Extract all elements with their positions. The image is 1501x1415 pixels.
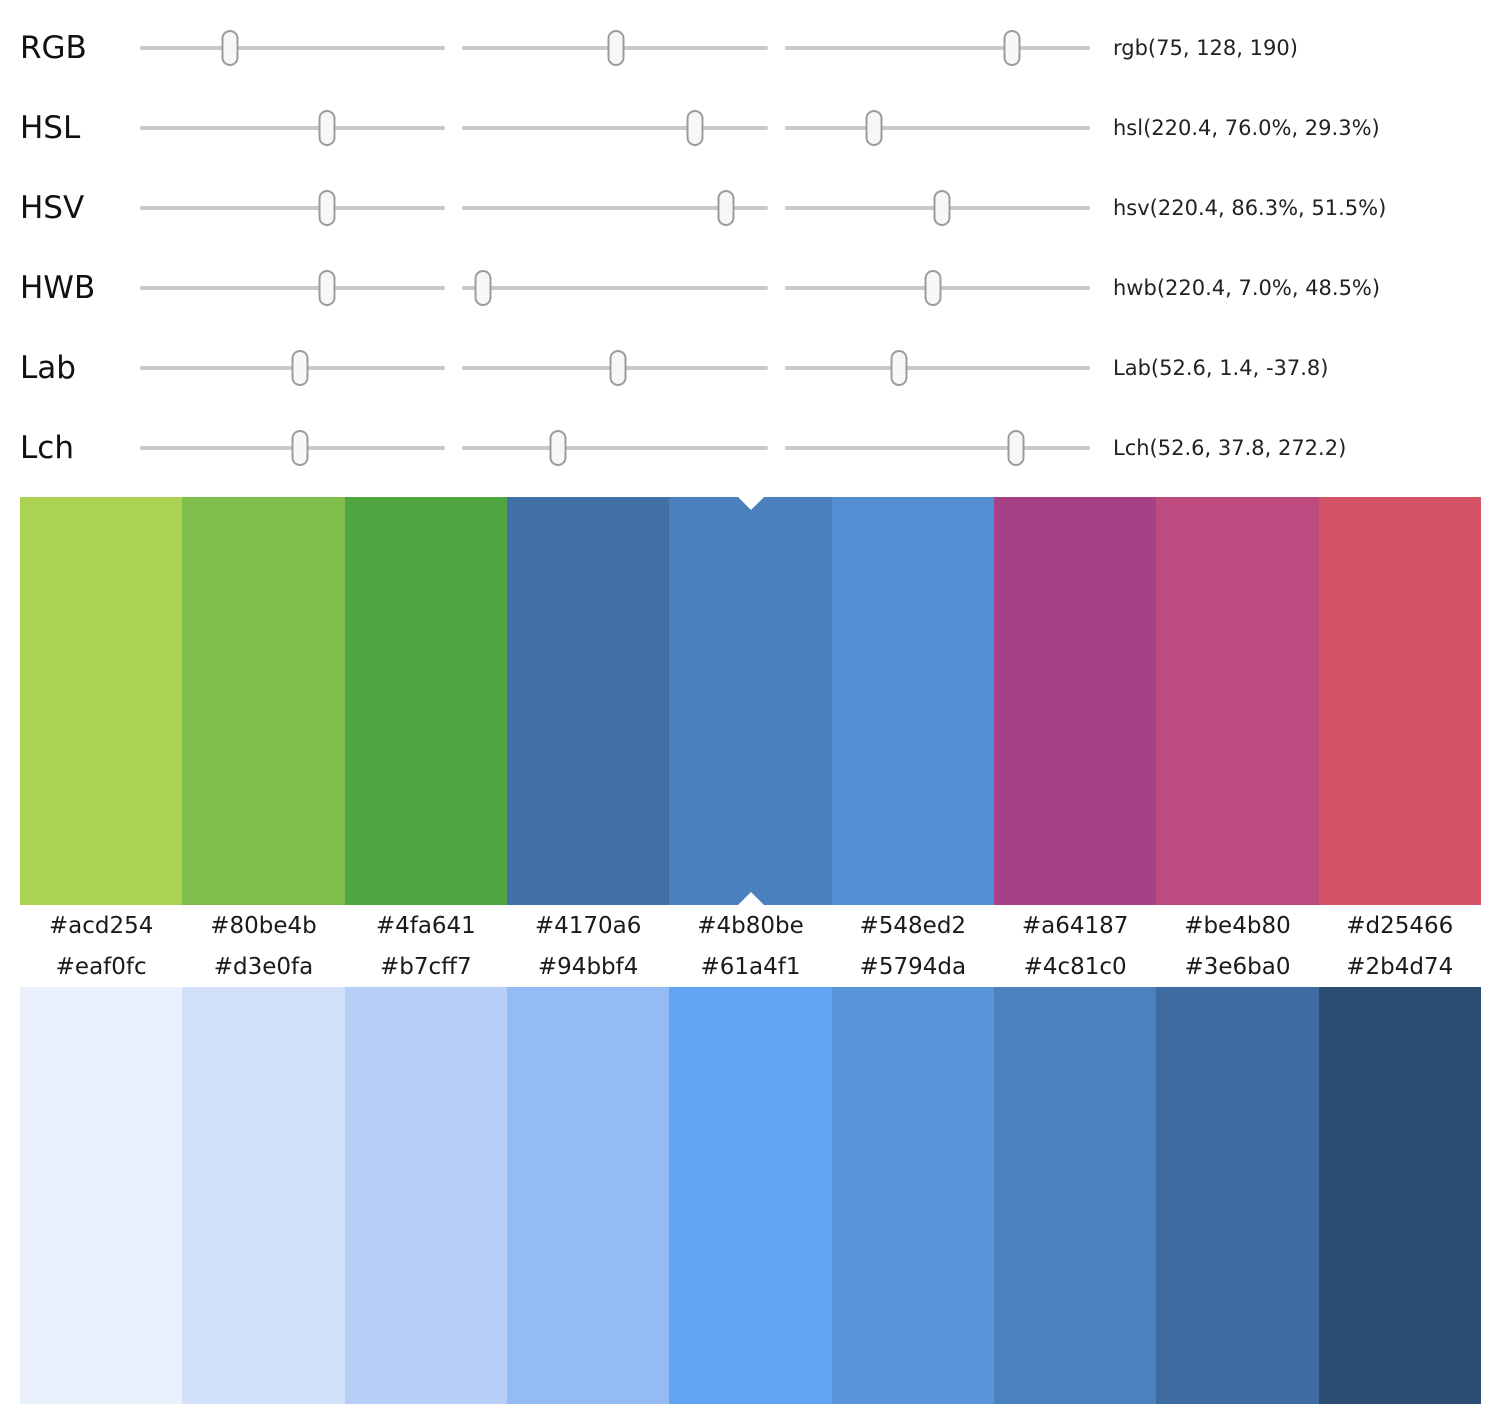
hex-label: #61a4f1 [700,953,801,980]
hsv-value-readout: hsv(220.4, 86.3%, 51.5%) [1113,196,1387,220]
hex-label: #80be4b [210,912,317,939]
slider-row-rgb: RGB rgb(75, 128, 190) [0,8,1501,88]
slider-row-hsv-label: HSV [20,190,85,226]
slider-row-lab-label: Lab [20,350,76,386]
hsl-slider-track-2[interactable] [462,110,768,146]
hue-palette [20,497,1481,905]
hwb-slider-track-1[interactable] [140,270,445,306]
slider-row-lab: Lab Lab(52.6, 1.4, -37.8) [0,328,1501,408]
swatch[interactable] [1156,987,1319,1404]
lch-slider-track-2[interactable] [462,430,768,466]
swatch[interactable] [506,497,670,905]
swatch[interactable] [20,987,183,1404]
tint-palette-hex-labels: #eaf0fc #d3e0fa #b7cff7 #94bbf4 #61a4f1 … [20,946,1481,987]
rgb-slider-track-2[interactable] [462,30,768,66]
hex-label: #4fa641 [375,912,476,939]
swatch[interactable] [1318,987,1481,1404]
hex-label: #4b80be [697,912,804,939]
hsv-slider-handle-3[interactable] [933,190,951,226]
hex-label: #5794da [859,953,967,980]
swatch[interactable] [831,987,994,1404]
swatch[interactable] [506,987,670,1404]
lch-slider-handle-3[interactable] [1007,430,1025,466]
slider-row-hwb-label: HWB [20,270,96,306]
lab-slider-handle-1[interactable] [291,350,309,386]
hwb-value-readout: hwb(220.4, 7.0%, 48.5%) [1113,276,1381,300]
slider-row-hsl: HSL hsl(220.4, 76.0%, 29.3%) [0,88,1501,168]
swatch[interactable] [182,497,345,905]
swatch[interactable] [1318,497,1481,905]
lab-slider-handle-3[interactable] [890,350,908,386]
hex-label: #b7cff7 [380,953,472,980]
swatch[interactable] [344,987,507,1404]
slider-row-hsv: HSV hsv(220.4, 86.3%, 51.5%) [0,168,1501,248]
hsv-slider-handle-1[interactable] [318,190,336,226]
swatch[interactable] [993,497,1157,905]
hex-label: #94bbf4 [537,953,639,980]
rgb-slider-handle-3[interactable] [1003,30,1021,66]
hsl-slider-handle-1[interactable] [318,110,336,146]
swatch[interactable] [993,987,1157,1404]
lab-slider-track-2[interactable] [462,350,768,386]
hsl-slider-track-1[interactable] [140,110,445,146]
hsv-slider-track-3[interactable] [785,190,1090,226]
hex-label: #be4b80 [1184,912,1291,939]
swatch[interactable] [20,497,183,905]
hwb-slider-track-3[interactable] [785,270,1090,306]
hsv-slider-handle-2[interactable] [717,190,735,226]
swatch-selected[interactable] [669,497,832,905]
rgb-slider-handle-2[interactable] [607,30,625,66]
swatch[interactable] [344,497,507,905]
rgb-value-readout: rgb(75, 128, 190) [1113,36,1298,60]
selected-swatch-notch-bottom [737,892,764,905]
swatch[interactable] [1156,497,1319,905]
tint-shade-palette [20,987,1481,1404]
lch-slider-handle-2[interactable] [549,430,567,466]
selected-swatch-notch-top [737,497,764,510]
color-sliders-panel: RGB rgb(75, 128, 190) HSL hsl(220.4, 76.… [0,0,1501,488]
hex-label: #4c81c0 [1023,953,1127,980]
hex-label: #acd254 [48,912,154,939]
hsv-slider-track-2[interactable] [462,190,768,226]
swatch[interactable] [669,987,832,1404]
rgb-slider-track-3[interactable] [785,30,1090,66]
slider-row-rgb-label: RGB [20,30,87,66]
hex-label: #d3e0fa [213,953,314,980]
hwb-slider-handle-3[interactable] [924,270,942,306]
lch-slider-track-1[interactable] [140,430,445,466]
hex-label: #eaf0fc [55,953,147,980]
rgb-slider-track-1[interactable] [140,30,445,66]
slider-row-hsl-label: HSL [20,110,81,146]
lab-value-readout: Lab(52.6, 1.4, -37.8) [1113,356,1329,380]
lab-slider-handle-2[interactable] [609,350,627,386]
hsl-slider-track-3[interactable] [785,110,1090,146]
hue-palette-hex-labels: #acd254 #80be4b #4fa641 #4170a6 #4b80be … [20,905,1481,946]
lab-slider-track-3[interactable] [785,350,1090,386]
hsl-value-readout: hsl(220.4, 76.0%, 29.3%) [1113,116,1380,140]
rgb-slider-handle-1[interactable] [221,30,239,66]
slider-row-lch: Lch Lch(52.6, 37.8, 272.2) [0,408,1501,488]
swatch[interactable] [182,987,345,1404]
lch-slider-handle-1[interactable] [291,430,309,466]
hwb-slider-track-2[interactable] [462,270,768,306]
hwb-slider-handle-1[interactable] [318,270,336,306]
slider-row-hwb: HWB hwb(220.4, 7.0%, 48.5%) [0,248,1501,328]
hsl-slider-handle-3[interactable] [865,110,883,146]
hwb-slider-handle-2[interactable] [474,270,492,306]
hex-label: #548ed2 [859,912,967,939]
swatch[interactable] [831,497,994,905]
hex-label: #3e6ba0 [1184,953,1291,980]
slider-row-lch-label: Lch [20,430,74,466]
hex-label: #2b4d74 [1346,953,1454,980]
hsv-slider-track-1[interactable] [140,190,445,226]
lab-slider-track-1[interactable] [140,350,445,386]
hsl-slider-handle-2[interactable] [686,110,704,146]
hex-label: #4170a6 [534,912,642,939]
lch-value-readout: Lch(52.6, 37.8, 272.2) [1113,436,1347,460]
lch-slider-track-3[interactable] [785,430,1090,466]
hex-label: #d25466 [1346,912,1454,939]
hex-label: #a64187 [1021,912,1129,939]
